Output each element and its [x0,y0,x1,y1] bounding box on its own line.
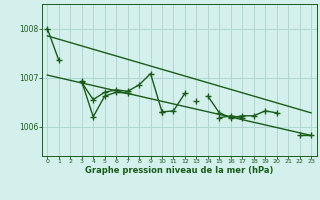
X-axis label: Graphe pression niveau de la mer (hPa): Graphe pression niveau de la mer (hPa) [85,166,273,175]
